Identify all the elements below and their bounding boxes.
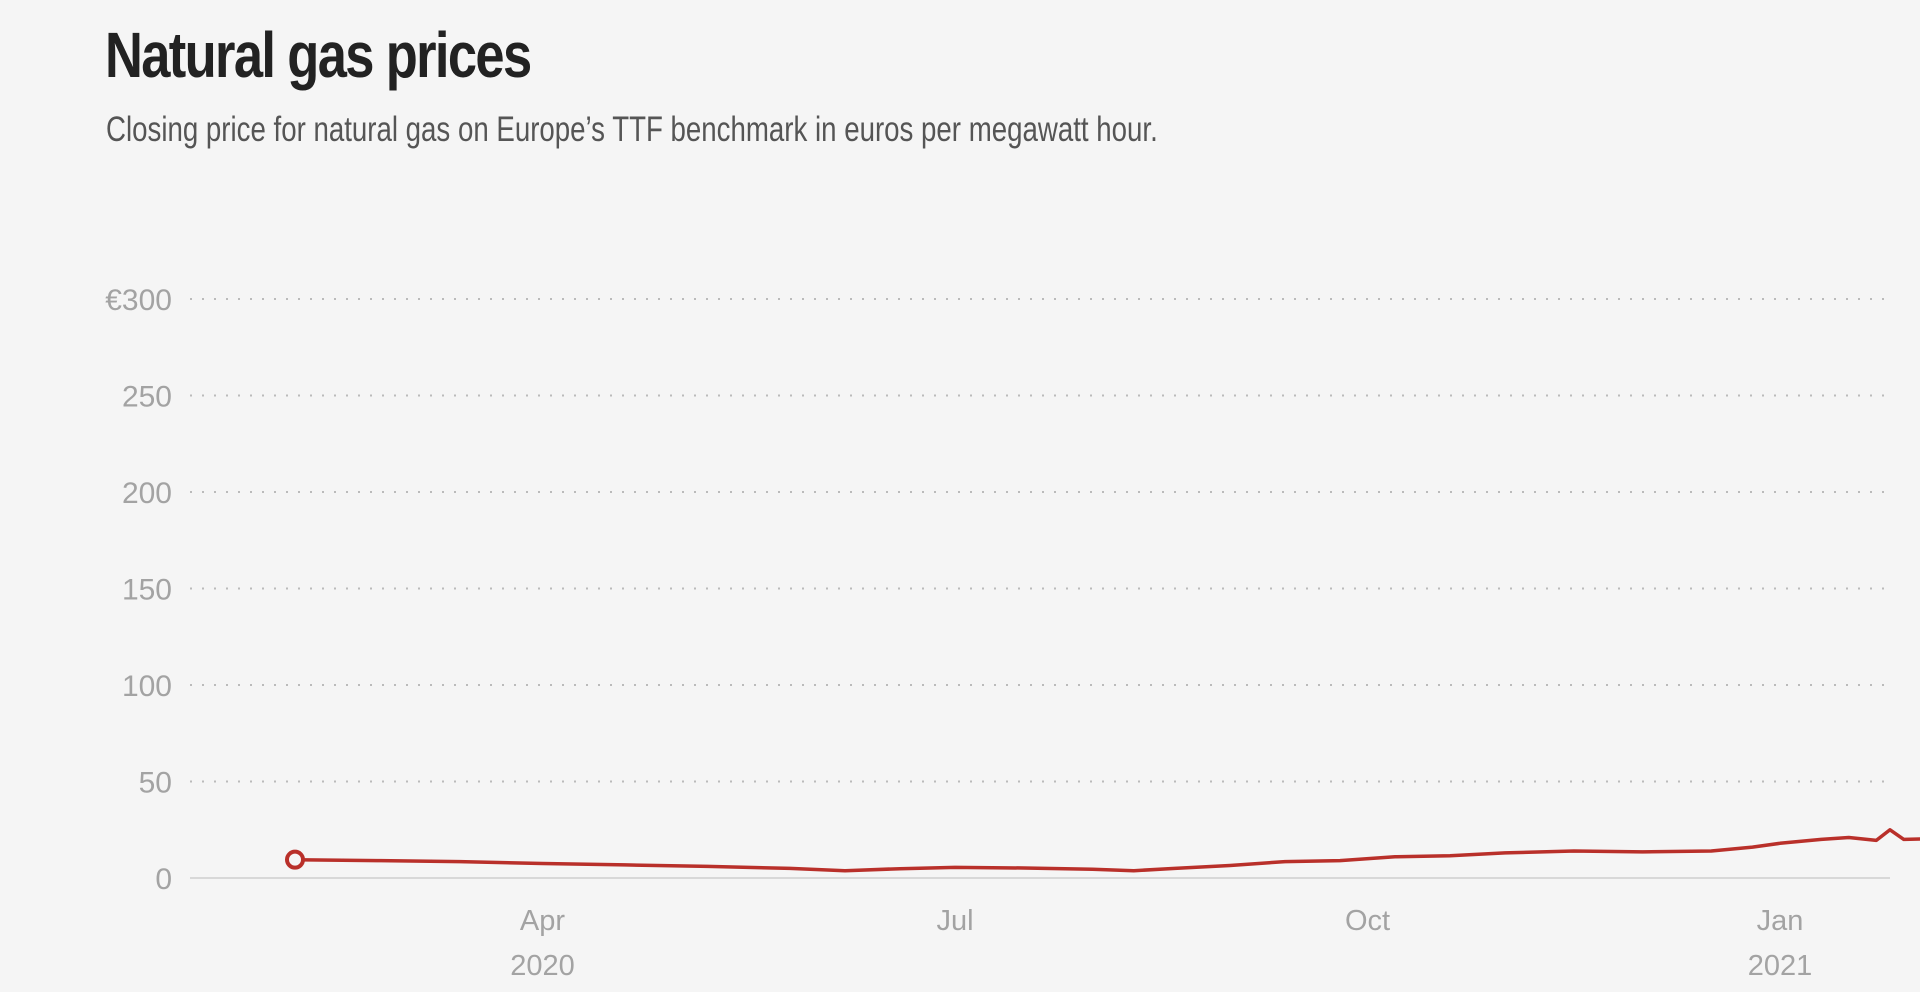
y-tick-label: 0 xyxy=(155,863,172,896)
y-tick-label: 50 xyxy=(139,767,172,800)
series-start-marker xyxy=(285,849,305,870)
series-layer xyxy=(285,828,1920,873)
x-tick-year-label: 2021 xyxy=(1748,950,1813,982)
x-tick-label: Jan xyxy=(1757,905,1804,937)
price-series-line xyxy=(293,828,1920,873)
x-tick-year-label: 2020 xyxy=(510,950,575,982)
x-tick-label: Apr xyxy=(520,905,565,937)
y-tick-label: €300 xyxy=(105,284,172,317)
x-axis-ticks: Apr2020JulOctJan2021AprJulOctJan2022AprJ… xyxy=(510,905,1813,982)
y-tick-label: 100 xyxy=(122,670,172,703)
y-axis-ticks: 0 50 100 150 200 250 €300 xyxy=(105,284,172,896)
gridlines xyxy=(190,298,1890,783)
chart-title: Natural gas prices xyxy=(105,19,532,91)
chart-subtitle: Closing price for natural gas on Europe’… xyxy=(106,110,1158,149)
x-tick-label: Oct xyxy=(1345,905,1390,937)
y-tick-label: 250 xyxy=(122,381,172,414)
x-tick-label: Jul xyxy=(936,905,973,937)
y-tick-label: 200 xyxy=(122,477,172,510)
y-tick-label: 150 xyxy=(122,574,172,607)
